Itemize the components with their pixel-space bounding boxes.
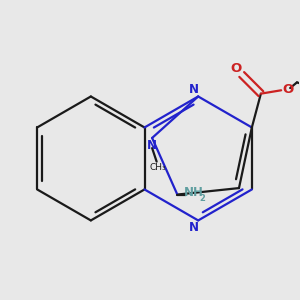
Text: O: O bbox=[230, 62, 242, 75]
Text: O: O bbox=[282, 83, 293, 96]
Text: 2: 2 bbox=[199, 194, 205, 203]
Text: N: N bbox=[147, 139, 157, 152]
Text: N: N bbox=[189, 83, 199, 96]
Text: N: N bbox=[189, 221, 199, 234]
Text: CH₃: CH₃ bbox=[149, 163, 166, 172]
Text: NH: NH bbox=[184, 186, 204, 199]
